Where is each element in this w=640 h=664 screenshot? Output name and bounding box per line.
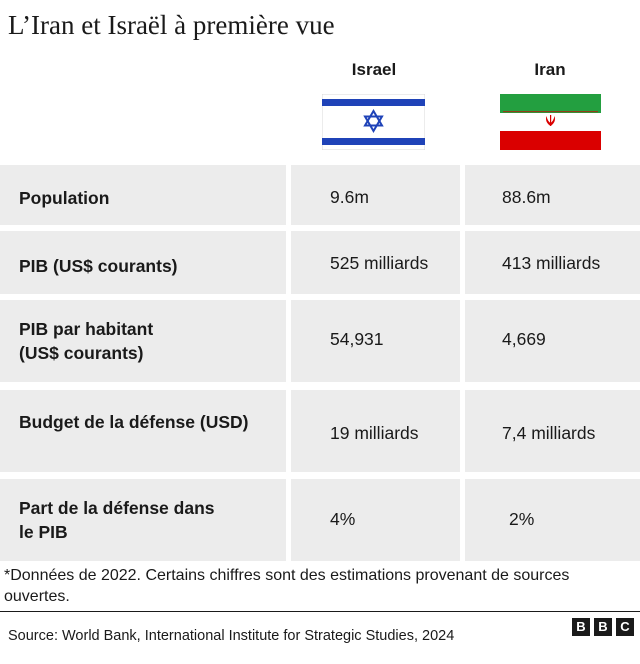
row-1-label-cell	[0, 165, 286, 225]
israel-gdp-value: 525 milliards	[330, 253, 429, 273]
row-3-iran-cell	[465, 300, 640, 382]
israel-population-value: 9.6m	[330, 187, 369, 207]
israel-defense-share-value: 4%	[330, 509, 356, 529]
row-5-iran-cell	[465, 479, 640, 561]
row-2-israel-cell	[291, 231, 460, 294]
row-3-label-cell	[0, 300, 286, 382]
iran-flag-icon	[500, 94, 601, 150]
divider	[0, 611, 640, 612]
footnote: *Données de 2022. Certains chiffres sont…	[4, 567, 570, 605]
page-title: L’Iran et Israël à première vue	[8, 10, 335, 40]
row-label-gdp: PIB (US$ courants)	[19, 256, 178, 276]
row-label-defense-share-line-2: le PIB	[19, 522, 68, 542]
row-5-label-cell	[0, 479, 286, 561]
row-1-israel-cell	[291, 165, 460, 225]
bbc-logo-letter-2: B	[594, 618, 612, 636]
israel-defense-budget-value: 19 milliards	[330, 423, 419, 443]
iran-population-value: 88.6m	[502, 187, 551, 207]
israel-flag-icon	[322, 94, 425, 150]
row-label-population: Population	[19, 188, 110, 208]
israel-gdp-per-capita-value: 54,931	[330, 329, 384, 349]
iran-defense-share-value: 2%	[509, 509, 535, 529]
row-label-gdp-per-capita: PIB par habitant (US$ courants)	[19, 317, 153, 365]
row-3-israel-cell	[291, 300, 460, 382]
row-4-israel-cell	[291, 390, 460, 472]
row-5-israel-cell	[291, 479, 460, 561]
bbc-logo-letter-3: C	[616, 618, 634, 636]
column-header-israel: Israel	[351, 60, 397, 79]
row-label-defense-share-line-1: Part de la défense dans	[19, 498, 215, 518]
source-text: Source: World Bank, International Instit…	[8, 628, 455, 644]
row-label-gdp-per-capita-line-2: (US$ courants)	[19, 343, 144, 363]
row-1-iran-cell	[465, 165, 640, 225]
bbc-logo: B B C	[572, 618, 634, 636]
row-4-iran-cell	[465, 390, 640, 472]
iran-gdp-per-capita-value: 4,669	[502, 329, 546, 349]
row-4-label-cell	[0, 390, 286, 472]
row-label-defense-share: Part de la défense dans le PIB	[19, 496, 215, 544]
iran-defense-budget-value: 7,4 milliards	[502, 423, 596, 443]
column-header-iran: Iran	[534, 60, 566, 79]
bbc-logo-letter-1: B	[572, 618, 590, 636]
row-2-iran-cell	[465, 231, 640, 294]
row-2-label-cell	[0, 231, 286, 294]
iran-gdp-value: 413 milliards	[502, 253, 601, 273]
row-label-gdp-per-capita-line-1: PIB par habitant	[19, 319, 154, 339]
row-label-defense-budget: Budget de la défense (USD)	[19, 412, 249, 432]
